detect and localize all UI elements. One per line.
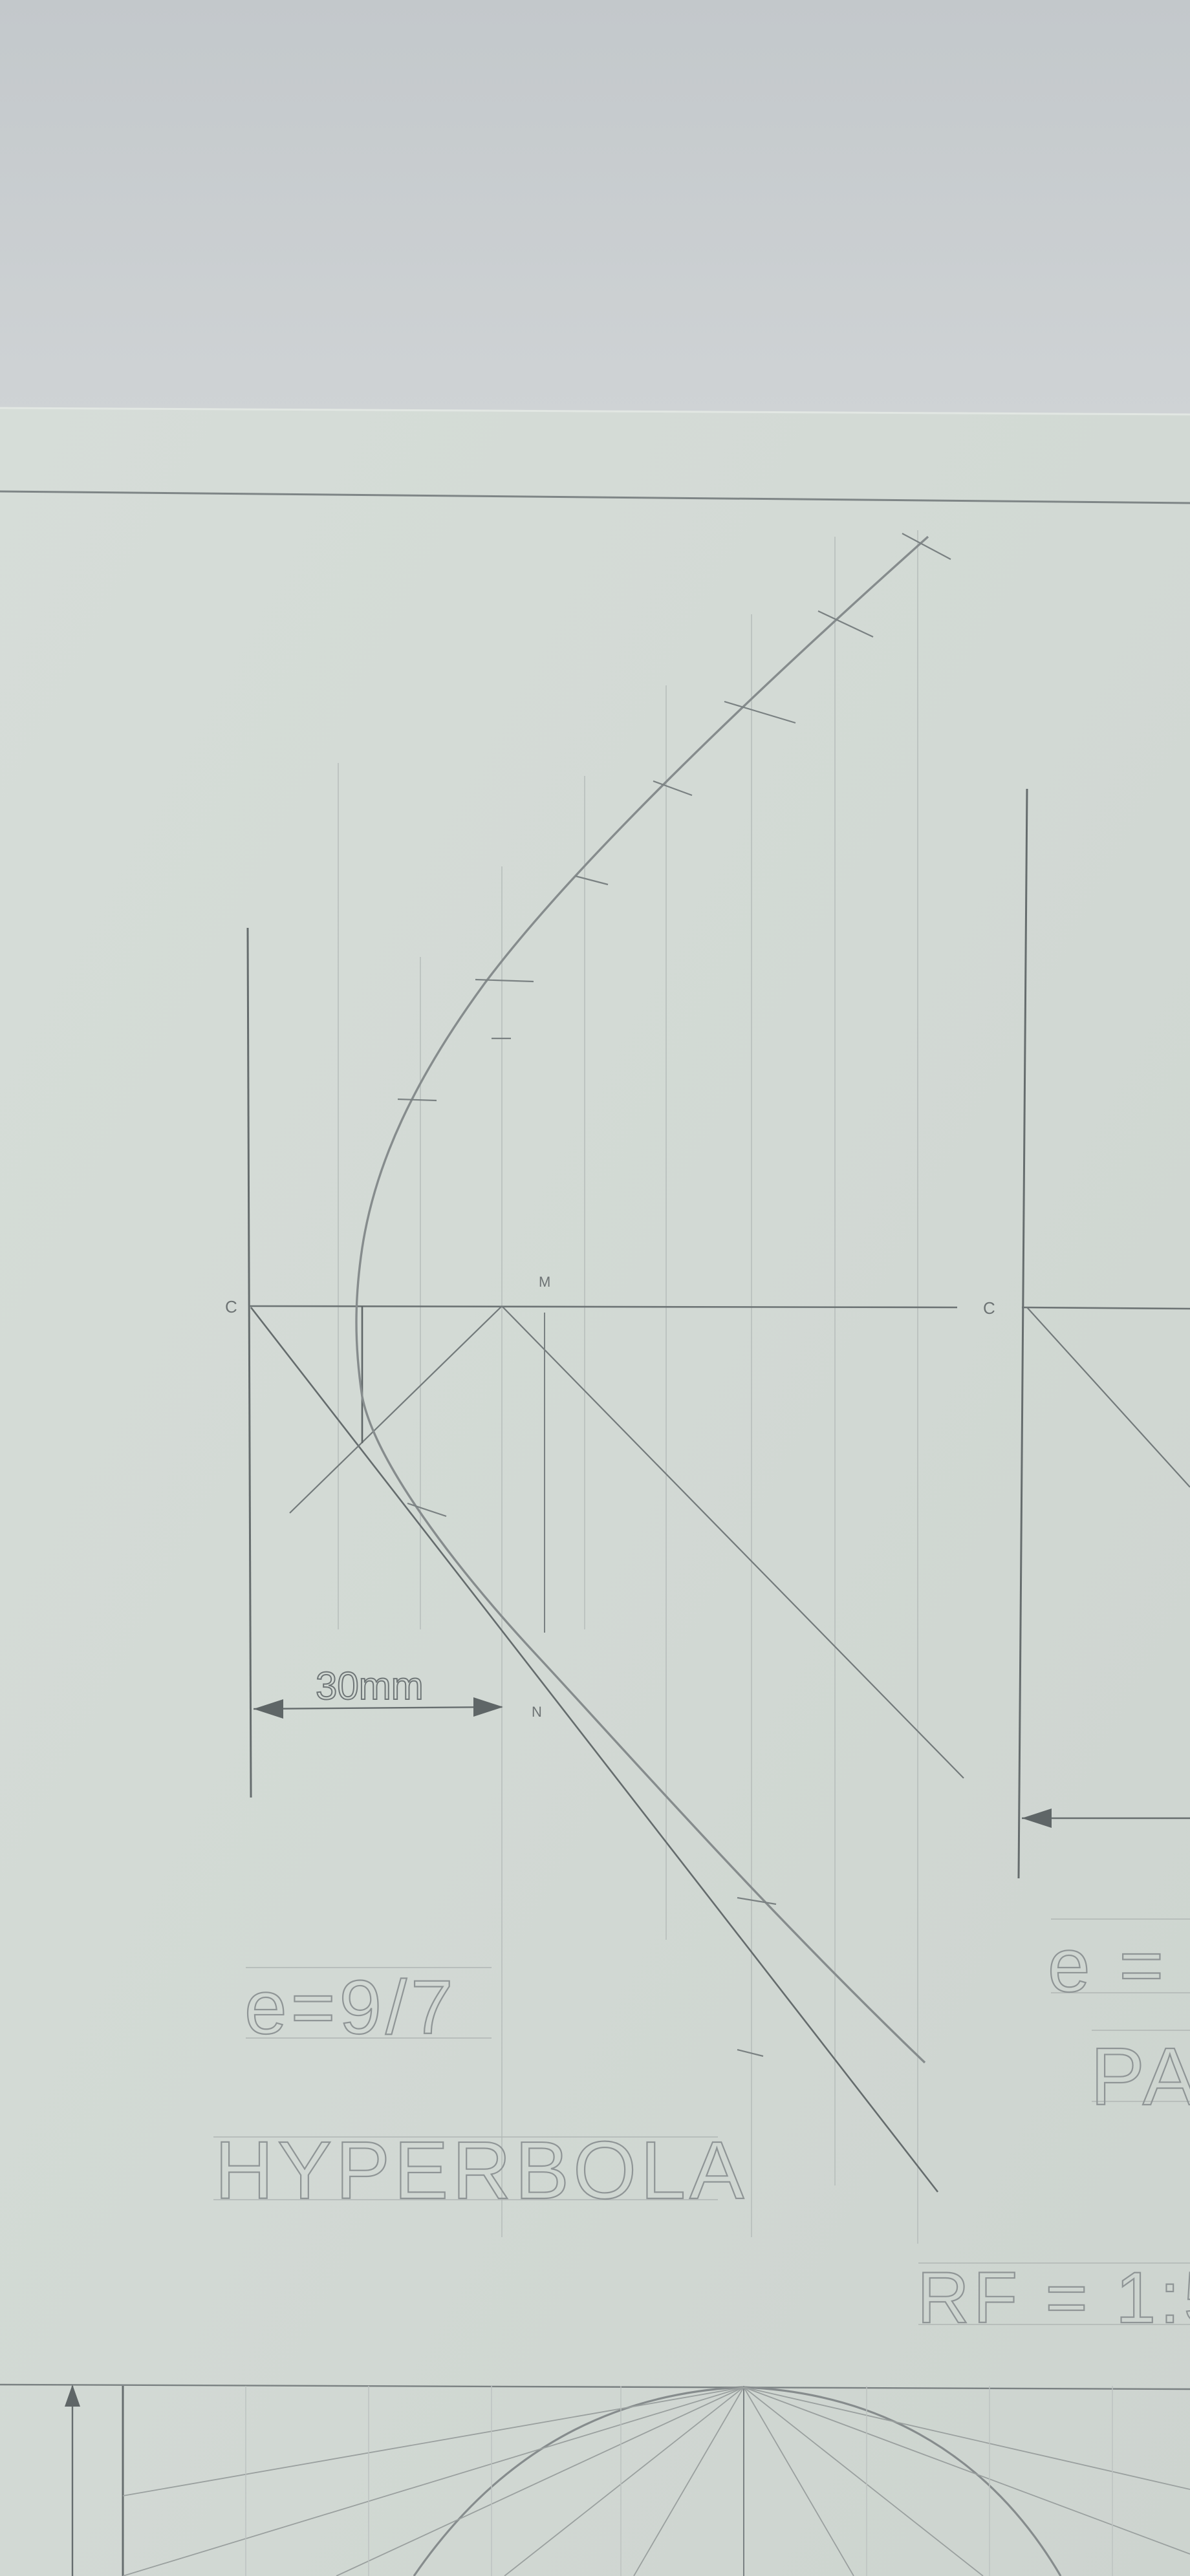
label-point-c-left: C (225, 1297, 237, 1316)
border-line-top (0, 490, 1190, 504)
label-point-m: M (539, 1274, 550, 1290)
hyperbola-curve (355, 535, 929, 2064)
construction-diagonal-b (501, 1305, 964, 1779)
directrix-right (1017, 788, 1028, 1879)
dimension-right-arrow (1022, 1809, 1052, 1828)
curve-ticks (397, 533, 951, 2057)
dimension-30mm (253, 1697, 503, 1719)
label-point-n: N (532, 1704, 542, 1720)
eccentricity-line (250, 1307, 939, 2193)
eccentricity-left: e=9/7 (244, 1965, 457, 2050)
paper-sheet (0, 407, 1190, 2576)
lettering-guides-left (213, 1967, 718, 2200)
label-point-c-right: C (983, 1298, 995, 1318)
paper-edge (0, 407, 1190, 416)
curve-name-right-partial: PA (1090, 2031, 1190, 2122)
construction-diagonal-right (1026, 1307, 1190, 1488)
axis-line-right (1021, 1306, 1190, 1310)
background-surface (0, 0, 1190, 414)
scale-label: RF = 1:5 (917, 2257, 1190, 2338)
eccentricity-right-partial: e = (1048, 1923, 1167, 2008)
dimension-label: 30mm (316, 1664, 424, 1708)
directrix-left (246, 927, 252, 1798)
lettering-guides-right (918, 1918, 1190, 2325)
curve-name-left: HYPERBOLA (215, 2125, 748, 2216)
construction-diagonal-a (289, 1305, 503, 1514)
axis-line (248, 1305, 958, 1309)
construction-lines (338, 530, 918, 2244)
bottom-drawing-partial (0, 2383, 1190, 2576)
